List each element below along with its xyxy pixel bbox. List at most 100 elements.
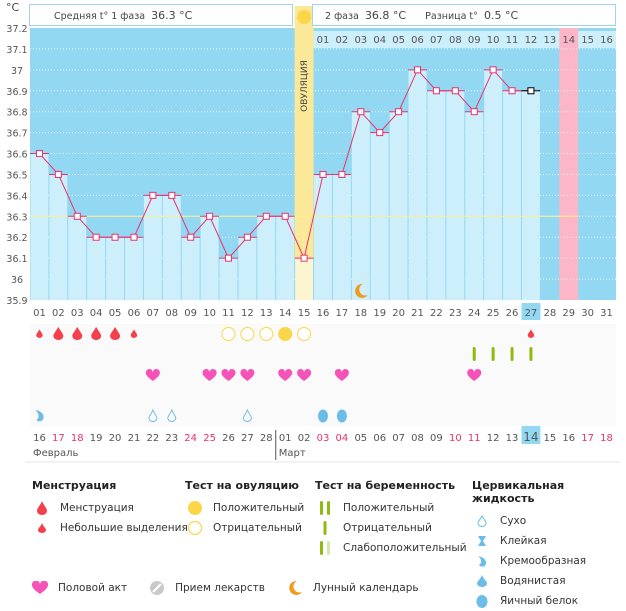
menstruation-drop-icon: [110, 327, 121, 340]
y-tick-label: 36.6: [6, 150, 27, 161]
cycle-day-label: 25: [487, 308, 500, 319]
calendar-date: 16: [562, 433, 575, 444]
moon-icon: [355, 283, 368, 298]
calendar-date: 17: [52, 433, 65, 444]
y-tick-label: 37.1: [6, 45, 27, 56]
cycle-day-label: 04: [90, 308, 103, 319]
dry-drop-icon: [167, 408, 177, 422]
legend-title: Менструация: [32, 479, 117, 492]
legend-item: Половой акт: [58, 582, 128, 594]
phase2-header: 2 фаза 36.8 °C Разница t° 0.5 °C: [312, 4, 616, 26]
temperature-bar: [465, 111, 484, 300]
calendar-date: 23: [165, 433, 178, 444]
creamy-icon: [35, 410, 44, 422]
y-tick-label: 35.9: [6, 296, 27, 307]
temperature-bar: [87, 237, 106, 300]
temperature-point: [338, 170, 346, 178]
heart-icon: [30, 581, 50, 595]
egg-white-icon: [318, 409, 328, 423]
legend-item: Водянистая: [500, 575, 566, 587]
legend-cervical: Цервикальная жидкость Сухо Клейкая Кремо…: [472, 479, 626, 611]
egg-white-icon: [336, 409, 347, 423]
temperature-point: [432, 87, 440, 95]
phase2-label: 2 фаза: [325, 11, 359, 22]
cycle-day-label: 02: [52, 308, 65, 319]
calendar-date: 28: [260, 433, 273, 444]
calendar-date: 21: [128, 433, 141, 444]
highlight-day-column: [559, 28, 579, 300]
temperature-bar: [332, 174, 351, 300]
calendar-date: 01: [279, 433, 292, 444]
menstruation-drop-icon: [36, 329, 43, 338]
temperature-point: [92, 233, 100, 241]
cycle-day-label: 13: [260, 308, 273, 319]
temperature-point: [414, 66, 422, 74]
temperature-bar: [219, 258, 238, 300]
today-highlight: [521, 426, 541, 444]
temperature-point: [300, 254, 308, 262]
calendar-date: 16: [33, 433, 46, 444]
cycle-day-label: 08: [165, 308, 178, 319]
cycle-day-label: 06: [128, 308, 141, 319]
temperature-bar: [106, 237, 125, 300]
temperature-bar: [427, 90, 446, 301]
temperature-bar: [408, 69, 427, 300]
y-tick-label: 36.1: [6, 254, 27, 265]
calendar-date: 13: [506, 433, 519, 444]
heart-icon: [467, 368, 482, 381]
temperature-bar: [257, 216, 276, 300]
temperature-point: [111, 233, 119, 241]
dry-drop-icon: [242, 408, 252, 422]
ovulation-test-icon: [240, 327, 255, 341]
legend-item: Прием лекарств: [175, 582, 265, 594]
legend-item: Отрицательный: [213, 522, 302, 534]
cycle-day-label: 18: [354, 308, 367, 319]
calendar-date: 22: [147, 433, 160, 444]
legend-item: Небольшие выделения: [60, 522, 188, 534]
heart-icon: [297, 368, 312, 381]
cycle-day-label: 22: [430, 308, 443, 319]
cycle-day-label: 24: [468, 308, 481, 319]
temperature-bar: [49, 174, 68, 300]
temperature-bar: [125, 237, 143, 300]
phase2-day-label: 02: [336, 35, 349, 46]
temperature-point: [262, 212, 270, 220]
legend-title: Цервикальная жидкость: [472, 479, 565, 505]
legend-bottom: Половой акт Прием лекарств Лунный календ…: [30, 578, 419, 598]
temperature-point: [73, 212, 81, 220]
calendar-date: 02: [298, 433, 311, 444]
phase2-value: 36.8 °C: [364, 9, 407, 22]
y-tick-label: 37: [11, 66, 23, 77]
temperature-bar: [200, 216, 219, 300]
heart-icon: [240, 368, 255, 381]
faint-bar-icon: [315, 541, 335, 555]
menstruation-drop-icon: [72, 327, 83, 340]
pregnancy-test-icon: [510, 347, 514, 361]
y-tick-label: 36.5: [6, 170, 27, 181]
y-tick-label: 37.2: [6, 24, 27, 35]
heart-icon: [202, 368, 217, 381]
month-label: Март: [279, 448, 306, 459]
creamy-icon: [472, 555, 492, 567]
cycle-day-label: 15: [298, 308, 311, 319]
phase2-day-label: 13: [543, 35, 556, 46]
watery-drop-icon: [472, 575, 492, 587]
temperature-point: [395, 108, 403, 116]
unit-label: °C: [6, 1, 20, 14]
calendar-date: 26: [222, 433, 235, 444]
calendar-date: 06: [373, 433, 386, 444]
phase1-value: 36.3 °C: [151, 9, 193, 22]
phase2-day-label: 04: [373, 35, 386, 46]
temperature-point: [206, 212, 214, 220]
legend-item: Слабоположительный: [343, 542, 467, 554]
legend-title: Тест на беременность: [315, 479, 456, 492]
double-bar-icon: [315, 501, 335, 515]
y-tick-label: 36.7: [6, 129, 27, 140]
phase2-day-label: 12: [525, 35, 538, 46]
temperature-bar: [181, 237, 200, 300]
temperature-bar: [484, 69, 503, 300]
temperature-point: [376, 129, 384, 137]
calendar-date: 04: [336, 433, 349, 444]
diff-value: 0.5 °C: [483, 9, 519, 22]
temperature-point: [149, 191, 157, 199]
